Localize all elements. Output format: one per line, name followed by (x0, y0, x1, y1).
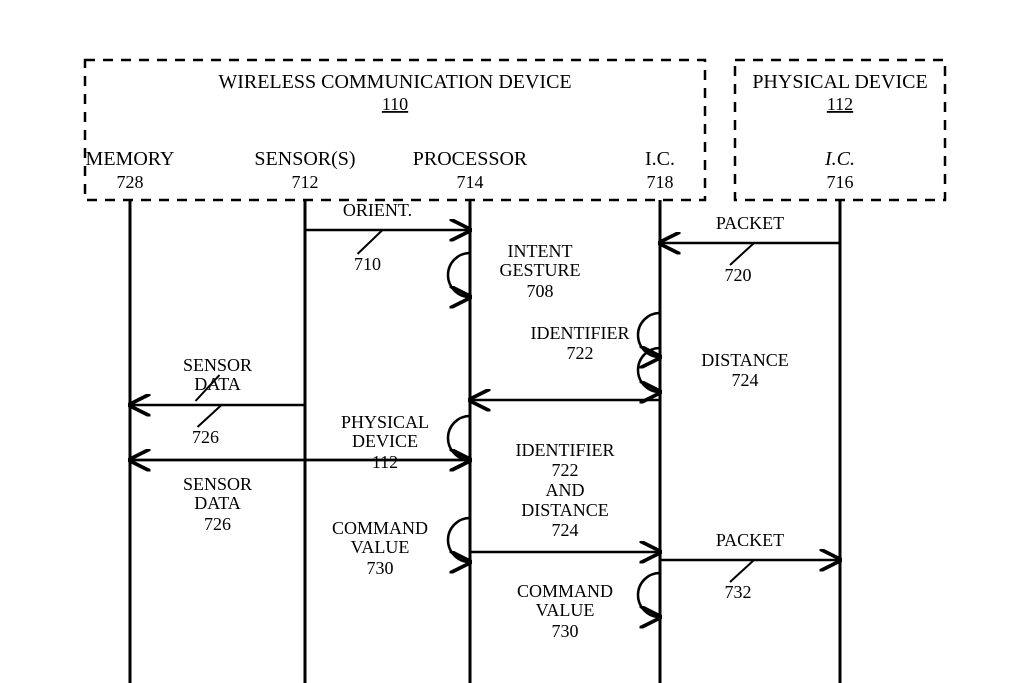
lane-ref-processor: 714 (457, 172, 484, 192)
label-idist-5: 724 (552, 520, 579, 540)
label-idist-1: IDENTIFIER (516, 440, 615, 460)
leader-720 (730, 243, 754, 265)
label-idist-4: DISTANCE (521, 500, 609, 520)
ref-730b: 730 (552, 621, 579, 641)
label-identifier-722a: IDENTIFIER (531, 323, 630, 343)
leader-710 (358, 230, 383, 254)
ref-724: 724 (732, 370, 759, 390)
label-intent: INTENTGESTURE (500, 241, 581, 280)
ref-722a: 722 (567, 343, 594, 363)
label-packet-732: PACKET (716, 530, 784, 550)
ref-732: 732 (725, 582, 752, 602)
label-sensordata-726b: SENSORDATA (183, 474, 252, 513)
ref-720: 720 (725, 265, 752, 285)
label-cmd-730a: COMMANDVALUE (332, 518, 428, 557)
leader-732 (730, 560, 754, 582)
lane-ref-ic1: 718 (647, 172, 674, 192)
lane-label-ic1: I.C. (645, 148, 675, 170)
box-ref-physical: 112 (827, 94, 853, 114)
self-physical-device (448, 416, 470, 460)
lane-label-memory: MEMORY (86, 148, 175, 170)
ref-112b: 112 (372, 452, 398, 472)
box-title-physical: PHYSICAL DEVICE (752, 71, 927, 93)
ref-726b: 726 (204, 514, 231, 534)
label-distance-724: DISTANCE (701, 350, 789, 370)
label-cmd-730b: COMMANDVALUE (517, 581, 613, 620)
lane-label-sensors: SENSOR(S) (254, 148, 355, 170)
ref-730a: 730 (367, 558, 394, 578)
leader-726 (198, 405, 222, 427)
lane-ref-ic2: 716 (827, 172, 854, 192)
lane-label-ic2: I.C. (824, 148, 855, 170)
label-idist-3: AND (546, 480, 585, 500)
ref-708: 708 (527, 281, 554, 301)
box-ref-wireless: 110 (382, 94, 408, 114)
label-orient: ORIENT. (343, 200, 412, 220)
self-cmd-730a (448, 518, 470, 562)
label-packet-720: PACKET (716, 213, 784, 233)
self-intent (448, 253, 470, 297)
ref-726: 726 (192, 427, 219, 447)
label-physical-device: PHYSICALDEVICE (341, 412, 429, 451)
self-cmd-730b (638, 573, 660, 617)
box-title-wireless: WIRELESS COMMUNICATION DEVICE (218, 71, 571, 93)
ref-710: 710 (354, 254, 381, 274)
label-idist-2: 722 (552, 460, 579, 480)
label-sensordata-726: SENSORDATA (183, 355, 252, 394)
sequence-diagram: WIRELESS COMMUNICATION DEVICE110 PHYSICAL… (0, 0, 1024, 683)
lane-label-processor: PROCESSOR (413, 148, 528, 170)
lane-ref-sensors: 712 (292, 172, 319, 192)
lane-ref-memory: 728 (117, 172, 144, 192)
